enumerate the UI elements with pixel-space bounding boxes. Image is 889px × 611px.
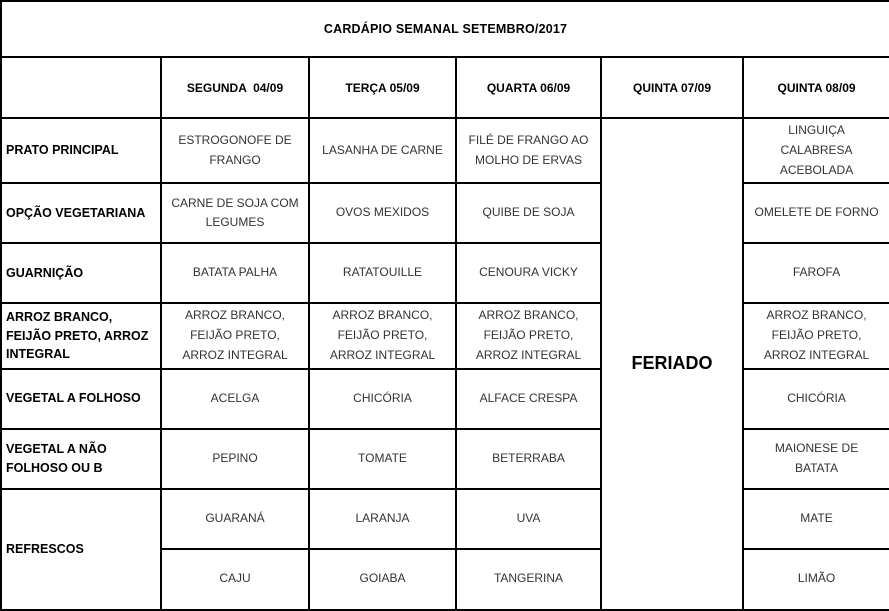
menu-cell: TOMATE [308,427,457,490]
menu-cell: LARANJA [308,487,457,550]
menu-cell: QUIBE DE SOJA [455,182,602,245]
menu-cell: CARNE DE SOJA COM LEGUMES [160,182,310,245]
menu-cell: LINGUIÇA CALABRESA ACEBOLADA [741,116,889,185]
corner-cell [0,56,162,119]
menu-cell: BETERRABA [455,427,602,490]
menu-cell: CHICÓRIA [741,367,889,430]
row-label-vegetal-nao-folhoso: VEGETAL A NÃO FOLHOSO OU B [0,427,162,490]
row-label-arroz-feijao: ARROZ BRANCO, FEIJÃO PRETO, ARROZ INTEGR… [0,302,162,370]
menu-cell: TANGERINA [455,547,602,611]
page-title: CARDÁPIO SEMANAL SETEMBRO/2017 [0,0,889,58]
menu-cell: BATATA PALHA [160,242,310,305]
menu-cell: GUARANÁ [160,487,310,550]
menu-cell: CENOURA VICKY [455,242,602,305]
holiday-cell: FERIADO [600,117,744,611]
menu-cell: CAJU [160,547,310,611]
menu-cell: FILÉ DE FRANGO AO MOLHO DE ERVAS [455,116,602,185]
row-label-guarnicao: GUARNIÇÃO [0,242,162,305]
day-header-quinta-07: QUINTA 07/09 [600,56,744,119]
menu-cell: ARROZ BRANCO, FEIJÃO PRETO, ARROZ INTEGR… [741,302,889,370]
menu-cell: OMELETE DE FORNO [741,182,889,245]
menu-cell: GOIABA [308,547,457,611]
row-label-refrescos: REFRESCOS [0,487,162,611]
menu-cell: MATE [741,487,889,550]
menu-cell: PEPINO [160,427,310,490]
row-label-vegetal-folhoso: VEGETAL A FOLHOSO [0,367,162,430]
day-header-segunda: SEGUNDA 04/09 [160,56,310,119]
menu-cell: LIMÃO [741,547,889,611]
day-header-terca: TERÇA 05/09 [308,56,457,119]
menu-cell: ESTROGONOFE DE FRANGO [160,116,310,185]
menu-cell: ARROZ BRANCO, FEIJÃO PRETO, ARROZ INTEGR… [308,302,457,370]
day-header-quarta: QUARTA 06/09 [455,56,602,119]
menu-cell: UVA [455,487,602,550]
menu-cell: ARROZ BRANCO, FEIJÃO PRETO, ARROZ INTEGR… [160,302,310,370]
menu-cell: ACELGA [160,367,310,430]
row-label-prato-principal: PRATO PRINCIPAL [0,116,162,185]
menu-cell: LASANHA DE CARNE [308,116,457,185]
menu-cell: MAIONESE DE BATATA [741,427,889,490]
menu-cell: RATATOUILLE [308,242,457,305]
row-label-opcao-vegetariana: OPÇÃO VEGETARIANA [0,182,162,245]
menu-cell: ALFACE CRESPA [455,367,602,430]
menu-cell: ARROZ BRANCO, FEIJÃO PRETO, ARROZ INTEGR… [455,302,602,370]
menu-cell: FAROFA [741,242,889,305]
day-header-quinta-08: QUINTA 08/09 [741,56,889,119]
menu-cell: OVOS MEXIDOS [308,182,457,245]
menu-cell: CHICÓRIA [308,367,457,430]
